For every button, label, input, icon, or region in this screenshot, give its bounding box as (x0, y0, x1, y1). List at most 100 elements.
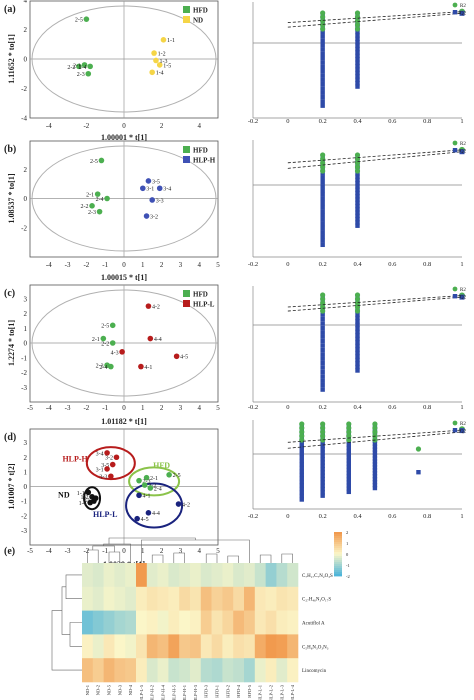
x-tick-label: -3 (65, 404, 71, 412)
heatmap-cell (136, 563, 148, 588)
point-label: 2-2 (101, 341, 109, 347)
x-tick-label: 0.4 (353, 118, 362, 125)
data-point-2-4 (147, 485, 154, 491)
heatmap-cell (103, 563, 115, 588)
q2-point (320, 334, 325, 339)
q2-point (299, 455, 304, 460)
heatmap-cell (168, 610, 180, 635)
q2-point (372, 476, 378, 482)
heatmap-cell (211, 610, 223, 635)
q2-point (355, 223, 360, 228)
heatmap-cell (200, 634, 212, 659)
q2-point (320, 94, 325, 100)
r2-point (372, 429, 378, 435)
r2-point (346, 437, 352, 443)
q2-point (355, 180, 360, 186)
q2-point-original (459, 10, 465, 16)
heatmap-cell (254, 634, 266, 659)
heatmap-cell (190, 658, 202, 683)
q2-point (320, 73, 325, 78)
x-tick-label: 0.8 (423, 404, 431, 411)
legend-r2-label: R2 (460, 422, 466, 427)
x-tick-label: 1 (141, 261, 145, 269)
q2-point (320, 204, 325, 210)
q2-point (355, 53, 360, 59)
panel-label: (c) (4, 288, 15, 299)
heatmap-cell (190, 610, 202, 635)
q2-point (320, 456, 325, 462)
r2-point (320, 10, 326, 16)
q2-point (355, 203, 360, 209)
x-axis-label: 1.00015 * t[1] (101, 273, 147, 282)
q2-point (355, 184, 360, 189)
q2-point (320, 486, 325, 492)
q2-point (372, 459, 378, 464)
column-label: HLP-H-3 (193, 684, 198, 700)
q2-point (299, 476, 304, 481)
dendrogram-branch (151, 554, 164, 563)
x-tick-label: 4 (197, 404, 201, 412)
point-label: 2-5 (75, 18, 83, 24)
column-label: HFD-4 (236, 684, 241, 698)
column-label: HLP-L-1 (258, 685, 263, 700)
column-label: HFD-1 (215, 685, 220, 698)
q2-point (320, 234, 325, 239)
data-point-1-2 (151, 50, 157, 56)
q2-point (320, 30, 325, 35)
legend-tick-label: -1 (346, 563, 350, 568)
q2-point (372, 447, 378, 452)
dendrogram-branch (205, 553, 218, 563)
score-plot-2: -4 -3 -2 -1 0 1 2 3 4 5 -2 0 2 1.00015 * t[1] 1.08537 … (4, 140, 220, 282)
q2-point (320, 225, 325, 231)
heatmap-cell (103, 610, 115, 635)
legend-gradient-step (334, 558, 342, 561)
legend-r2-marker (452, 420, 458, 426)
q2-point (355, 319, 360, 324)
q2-point (320, 192, 325, 197)
r2-point (372, 425, 378, 431)
y-tick-label: 2 (24, 310, 28, 318)
x-tick-label: 0.6 (388, 404, 397, 411)
data-point-2-2 (76, 63, 82, 70)
heatmap-cell (92, 563, 104, 588)
dendrogram-branch (65, 574, 82, 599)
q2-point-original (459, 428, 465, 434)
q2-point (320, 378, 325, 383)
hotelling-ellipse (31, 289, 217, 397)
q2-point (320, 473, 325, 478)
point-label: 3-5 (101, 463, 109, 469)
legend-gradient-step (334, 560, 342, 563)
x-tick-label: 5 (216, 261, 220, 269)
r2-point (354, 300, 361, 306)
q2-point (355, 46, 360, 52)
q2-point (320, 171, 325, 176)
q2-point (346, 480, 351, 485)
point-label: 2-3 (88, 210, 96, 216)
row-label: C₂₇H₄₆N₃O₁₇S (302, 598, 331, 603)
heatmap-cell (254, 610, 266, 635)
y-tick-label: 0 (24, 340, 28, 348)
q2-point (355, 322, 360, 328)
q2-point (320, 483, 325, 488)
data-point-2-1 (143, 474, 150, 481)
q2-point (320, 463, 325, 469)
q2-point-original (459, 149, 465, 155)
x-axis-label: 1.01182 * t[1] (101, 417, 147, 426)
data-point-2-3 (96, 208, 103, 215)
permutation-plot-4: -0.2 0 0.2 0.4 0.6 0.8 1 R2 Q2 (248, 420, 467, 520)
legend-swatch (183, 156, 190, 163)
q2-point (320, 99, 325, 104)
q2-point (320, 493, 325, 498)
data-point-3-1 (140, 185, 146, 192)
legend-swatch (183, 290, 190, 297)
y-tick-label: 2 (24, 166, 28, 174)
data-point-2-4 (108, 363, 114, 370)
point-label: 4-1 (143, 494, 151, 500)
column-label: HFD-2 (225, 685, 230, 698)
r2-point (299, 429, 305, 435)
heatmap-cell (125, 658, 137, 683)
x-tick-label: -3 (65, 547, 71, 555)
x-tick-label: 0.2 (319, 404, 327, 411)
r2-point (346, 421, 352, 427)
column-label: ND-1 (85, 685, 90, 695)
